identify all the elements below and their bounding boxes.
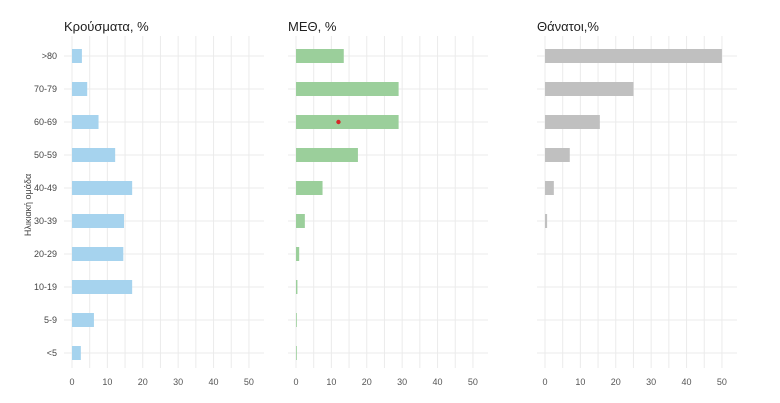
category-label: 30-39: [34, 216, 57, 226]
x-tick-label: 50: [717, 377, 727, 387]
category-label: 50-59: [34, 150, 57, 160]
bar-40-49: [72, 181, 133, 195]
marker-point: [336, 119, 341, 125]
bar-30-39: [545, 214, 548, 228]
panel-3: Θάνατοι,% 0 10 20 30 40 50: [537, 19, 737, 387]
bar-70-79: [296, 82, 399, 96]
bar-60-69: [296, 115, 399, 129]
x-tick-label: 10: [575, 377, 585, 387]
bar->80: [72, 49, 82, 63]
bar-10-19: [296, 280, 298, 294]
bar-10-19: [72, 280, 133, 294]
panel-1: Κρούσματα, % 0 10 20 30 40 50 >80 70-79 60-69 50-5…: [34, 19, 264, 387]
bar-40-49: [545, 181, 554, 195]
panel-2: ΜΕΘ, % 0 10 20 30 40 50: [288, 19, 488, 387]
bar-30-39: [296, 214, 305, 228]
category-label: >80: [42, 51, 57, 61]
bar-50-59: [72, 148, 116, 162]
bar-50-59: [545, 148, 570, 162]
category-label: <5: [47, 348, 57, 358]
x-tick-label: 0: [542, 377, 547, 387]
x-tick-label: 30: [173, 377, 183, 387]
bar-20-29: [72, 247, 124, 261]
bar-<5: [72, 346, 81, 360]
x-tick-label: 40: [209, 377, 219, 387]
bar-40-49: [296, 181, 323, 195]
bar-30-39: [72, 214, 125, 228]
y-axis-label: Ηλικιακή ομάδα: [23, 174, 33, 236]
bar-5-9: [296, 313, 297, 327]
bar-60-69: [72, 115, 99, 129]
category-label: 40-49: [34, 183, 57, 193]
category-label: 5-9: [44, 315, 57, 325]
x-tick-label: 0: [69, 377, 74, 387]
panel-title: ΜΕΘ, %: [288, 19, 337, 34]
bar-5-9: [72, 313, 94, 327]
x-tick-label: 20: [138, 377, 148, 387]
category-label: 10-19: [34, 282, 57, 292]
bar-20-29: [296, 247, 300, 261]
x-tick-label: 50: [468, 377, 478, 387]
panel-title: Κρούσματα, %: [64, 19, 149, 34]
x-tick-label: 20: [611, 377, 621, 387]
bar-60-69: [545, 115, 600, 129]
x-tick-label: 20: [362, 377, 372, 387]
x-tick-label: 30: [646, 377, 656, 387]
panel-title: Θάνατοι,%: [537, 19, 599, 34]
bar->80: [296, 49, 344, 63]
bar-<5: [296, 346, 297, 360]
x-tick-label: 50: [244, 377, 254, 387]
category-label: 20-29: [34, 249, 57, 259]
bar-70-79: [545, 82, 634, 96]
x-tick-label: 40: [433, 377, 443, 387]
category-label: 60-69: [34, 117, 57, 127]
x-tick-label: 10: [102, 377, 112, 387]
category-label: 70-79: [34, 84, 57, 94]
x-tick-label: 40: [682, 377, 692, 387]
bar->80: [545, 49, 722, 63]
x-tick-label: 10: [326, 377, 336, 387]
x-tick-label: 30: [397, 377, 407, 387]
bar-70-79: [72, 82, 88, 96]
bar-50-59: [296, 148, 358, 162]
x-tick-label: 0: [293, 377, 298, 387]
